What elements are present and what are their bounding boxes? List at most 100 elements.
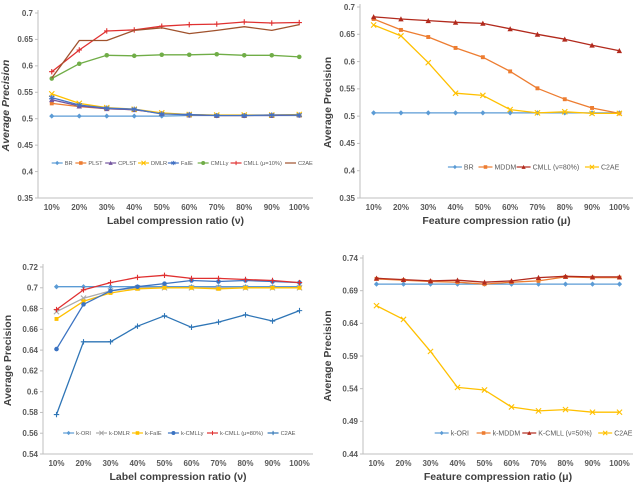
bottom-right-svg: 0.44 0.49 0.54 0.59 0.64 0.69 0.74 10% 20% 30% 40%… — [322, 254, 633, 483]
top-left-xlabel: Label compression ratio (ν) — [107, 215, 244, 227]
svg-text:k-FaIE: k-FaIE — [145, 431, 162, 437]
svg-text:20%: 20% — [71, 203, 87, 212]
bottom-left-svg: 0.54 0.56 0.58 0.6 0.62 0.64 0.66 0.68 0.7 0.72 10… — [2, 263, 313, 483]
top-left-legend-cmlly: CMLLy — [197, 161, 229, 167]
top-right-ylabel: Average Precision — [322, 57, 334, 148]
svg-text:0.66: 0.66 — [22, 325, 38, 334]
svg-text:CMLL (ν=80%): CMLL (ν=80%) — [533, 165, 580, 172]
svg-text:0.35: 0.35 — [17, 194, 33, 203]
svg-text:0.4: 0.4 — [344, 167, 356, 176]
svg-text:0.72: 0.72 — [22, 263, 38, 272]
svg-text:0.62: 0.62 — [22, 367, 38, 376]
top-right-legend-br: BR — [447, 165, 474, 172]
chart-bottom-right: 0.44 0.49 0.54 0.59 0.64 0.69 0.74 10% 20% 30% 40%… — [320, 243, 640, 486]
top-right-legend-mddm: MDDM — [478, 165, 516, 172]
top-right-svg: 0.35 0.4 0.45 0.5 0.55 0.6 0.65 0.7 10% 20% 30% 40%… — [322, 3, 633, 227]
top-left-legend-cplst: CPLST — [105, 160, 137, 167]
svg-text:0.7: 0.7 — [344, 3, 356, 12]
bottom-left-legend-k-ori: k-ORI — [63, 430, 91, 437]
svg-text:90%: 90% — [264, 459, 280, 468]
svg-text:10%: 10% — [366, 203, 382, 212]
top-right-series-cmll-80 — [370, 14, 623, 54]
bottom-left-legend-k-dmlr: k-DMLR — [96, 430, 130, 437]
svg-text:0.65: 0.65 — [17, 35, 33, 44]
svg-text:MDDM: MDDM — [494, 165, 516, 172]
top-left-legend-cmll-10: CMLL (μ=10%) — [230, 160, 282, 167]
bottom-right-legend: k-ORI k-MDDM K-CMLL (ν=50%) C2AE — [434, 431, 633, 438]
svg-text:60%: 60% — [502, 203, 518, 212]
top-left-series-cmll-10 — [49, 19, 302, 75]
top-left-series-faie — [48, 94, 303, 119]
top-right-series-c2ae — [370, 22, 623, 117]
bottom-left-y-tick-labels: 0.54 0.56 0.58 0.6 0.62 0.64 0.66 0.68 0.7 0.72 — [22, 263, 43, 459]
svg-text:0.64: 0.64 — [342, 319, 358, 328]
svg-text:90%: 90% — [584, 203, 600, 212]
top-right-legend-c2ae: C2AE — [584, 165, 620, 172]
bottom-left-xlabel: Label compression ratio (ν) — [109, 471, 246, 483]
svg-text:20%: 20% — [75, 459, 91, 468]
svg-text:0.44: 0.44 — [342, 450, 358, 459]
svg-text:40%: 40% — [126, 203, 142, 212]
top-right-legend-cmll-80: CMLL (ν=80%) — [516, 165, 580, 172]
bottom-right-ylabel: Average Precision — [322, 310, 334, 401]
bottom-left-ylabel: Average Precision — [2, 315, 14, 406]
bottom-right-y-tick-labels: 0.44 0.49 0.54 0.59 0.64 0.69 0.74 — [342, 254, 363, 459]
bottom-right-xlabel: Feature compression ratio (μ) — [424, 471, 572, 483]
svg-text:90%: 90% — [264, 203, 280, 212]
svg-text:70%: 70% — [210, 459, 226, 468]
svg-text:0.6: 0.6 — [344, 57, 356, 66]
svg-text:k-CMLLy: k-CMLLy — [181, 431, 204, 437]
bottom-left-legend-k-cmlly: k-CMLLy — [167, 431, 204, 437]
svg-text:0.54: 0.54 — [342, 384, 358, 393]
svg-text:30%: 30% — [420, 203, 436, 212]
bottom-left-x-tick-labels: 10% 20% 30% 40% 50% 60% 70% 80% 90% 100% — [48, 459, 309, 468]
top-left-series-cmlly — [49, 51, 302, 81]
svg-text:0.74: 0.74 — [342, 254, 358, 263]
bottom-right-series-k-ori — [373, 281, 623, 287]
svg-text:0.5: 0.5 — [344, 112, 356, 121]
svg-text:20%: 20% — [393, 203, 409, 212]
top-left-legend-faie: FaIE — [167, 160, 193, 167]
svg-text:10%: 10% — [368, 459, 384, 468]
top-left-legend-dmlr: DMLR — [138, 160, 167, 167]
svg-text:50%: 50% — [476, 459, 492, 468]
svg-text:0.55: 0.55 — [339, 85, 355, 94]
bottom-right-legend-c2ae: C2AE — [598, 431, 633, 438]
bottom-right-x-tick-labels: 10% 20% 30% 40% 50% 60% 70% 80% 90% 100% — [368, 459, 629, 468]
top-right-y-tick-labels: 0.35 0.4 0.45 0.5 0.55 0.6 0.65 0.7 — [339, 3, 360, 203]
svg-text:100%: 100% — [609, 459, 629, 468]
svg-text:0.55: 0.55 — [17, 88, 33, 97]
svg-text:DMLR: DMLR — [151, 161, 167, 167]
svg-text:30%: 30% — [99, 203, 115, 212]
svg-text:30%: 30% — [102, 459, 118, 468]
chart-bottom-left: 0.54 0.56 0.58 0.6 0.62 0.64 0.66 0.68 0.7 0.72 10… — [0, 243, 320, 486]
svg-text:C2AE: C2AE — [298, 161, 313, 167]
top-left-legend: BR PLST CPLST DMLR FaIE CMLLy CMLL (μ=10%) C2AE — [51, 160, 313, 167]
svg-text:50%: 50% — [475, 203, 491, 212]
bottom-left-legend-c2ae: C2AE — [267, 430, 296, 437]
svg-text:80%: 80% — [557, 459, 573, 468]
svg-text:0.58: 0.58 — [22, 408, 38, 417]
svg-text:60%: 60% — [181, 203, 197, 212]
top-left-ylabel: Average Precision — [0, 60, 12, 153]
top-left-series-c2ae — [51, 23, 300, 79]
svg-text:10%: 10% — [48, 459, 64, 468]
bottom-left-series-k-cmll-80 — [53, 272, 303, 313]
top-right-xlabel: Feature compression ratio (μ) — [422, 215, 570, 227]
svg-text:0.6: 0.6 — [22, 62, 34, 71]
svg-text:80%: 80% — [236, 203, 252, 212]
bottom-left-legend: k-ORI k-DMLR k-FaIE k-CMLLy k-CMLL (μ=80%) C2… — [63, 430, 296, 437]
bottom-right-series-k-cmll-50 — [373, 273, 623, 285]
top-left-svg: 0.35 0.4 0.45 0.5 0.55 0.6 0.65 0.7 10% 20% 30% 40%… — [0, 9, 313, 227]
svg-text:0.69: 0.69 — [342, 286, 358, 295]
svg-text:30%: 30% — [422, 459, 438, 468]
svg-text:k-ORI: k-ORI — [451, 431, 469, 438]
svg-text:0.54: 0.54 — [22, 450, 38, 459]
bottom-left-legend-k-faie: k-FaIE — [131, 431, 162, 437]
bottom-left-series-c2ae — [53, 307, 303, 418]
chart-top-left: 0.35 0.4 0.45 0.5 0.55 0.6 0.65 0.7 10% 20% 30% 40%… — [0, 0, 320, 243]
svg-text:0.7: 0.7 — [22, 9, 34, 18]
svg-text:k-DMLR: k-DMLR — [109, 431, 130, 437]
svg-text:0.35: 0.35 — [339, 194, 355, 203]
